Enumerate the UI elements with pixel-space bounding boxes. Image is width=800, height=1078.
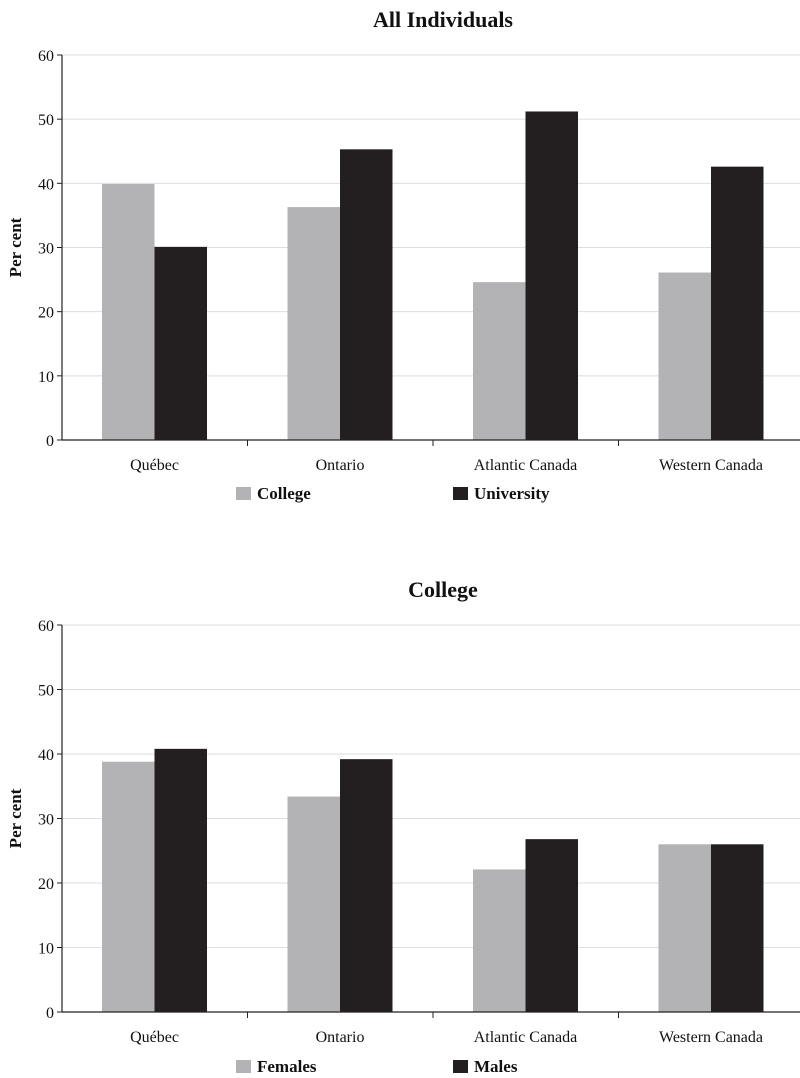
chart2-bar-females <box>287 796 340 1012</box>
chart1-legend-label-university: University <box>474 484 550 503</box>
chart1-bar-college <box>473 282 526 440</box>
chart1-category-label: Ontario <box>316 457 365 474</box>
chart2-bar-males <box>340 759 393 1012</box>
chart2-legend-label-males: Males <box>474 1057 518 1076</box>
chart2-y-tick-label: 20 <box>38 876 54 893</box>
chart2-y-tick-label: 50 <box>38 683 54 700</box>
chart1-y-tick-label: 0 <box>46 433 54 450</box>
chart2-y-tick-label: 0 <box>46 1005 54 1022</box>
chart1-bar-university <box>525 111 578 440</box>
chart2-y-axis-label: Per cent <box>6 788 25 848</box>
chart1-y-tick-label: 40 <box>38 176 54 193</box>
chart2-y-tick-label: 10 <box>38 941 54 958</box>
chart2-y-tick-label: 30 <box>38 812 54 829</box>
chart1-legend-label-college: College <box>257 484 311 503</box>
chart1-category-label: Atlantic Canada <box>474 457 578 474</box>
chart2-y-tick-label: 60 <box>38 618 54 635</box>
chart1-y-tick-label: 20 <box>38 305 54 322</box>
chart1-category-label: Western Canada <box>659 457 763 474</box>
chart2-category-label: Atlantic Canada <box>474 1029 578 1046</box>
chart2-bar-males <box>525 839 578 1012</box>
chart2-category-label: Québec <box>130 1029 179 1046</box>
chart2-legend-label-females: Females <box>257 1057 317 1076</box>
chart1-y-tick-label: 10 <box>38 369 54 386</box>
chart1-y-axis-label: Per cent <box>6 217 25 277</box>
chart2-bar-females <box>102 761 155 1012</box>
chart1-category-label: Québec <box>130 457 179 474</box>
chart2-category-label: Western Canada <box>659 1029 763 1046</box>
chart2-category-label: Ontario <box>316 1029 365 1046</box>
chart1-title: All Individuals <box>373 7 513 32</box>
chart1-y-tick-label: 30 <box>38 241 54 258</box>
chart1-legend-swatch-university <box>453 487 468 500</box>
chart2-legend-swatch-males <box>453 1060 468 1073</box>
chart2-bar-females <box>473 869 526 1012</box>
chart2-bar-males <box>711 844 764 1012</box>
chart2-title: College <box>408 577 478 602</box>
chart2-bar-males <box>154 748 207 1012</box>
chart1-y-tick-label: 50 <box>38 112 54 129</box>
chart2-y-tick-label: 40 <box>38 747 54 764</box>
chart1-bar-college <box>658 272 711 440</box>
chart1-bar-college <box>102 183 155 440</box>
chart1-y-tick-label: 60 <box>38 48 54 65</box>
chart1-bar-university <box>340 149 393 440</box>
chart1-bar-college <box>287 207 340 440</box>
chart1-bar-university <box>154 246 207 440</box>
chart2-bar-females <box>658 844 711 1012</box>
chart1-legend-swatch-college <box>236 487 251 500</box>
chart2-legend-swatch-females <box>236 1060 251 1073</box>
chart1-bar-university <box>711 166 764 440</box>
